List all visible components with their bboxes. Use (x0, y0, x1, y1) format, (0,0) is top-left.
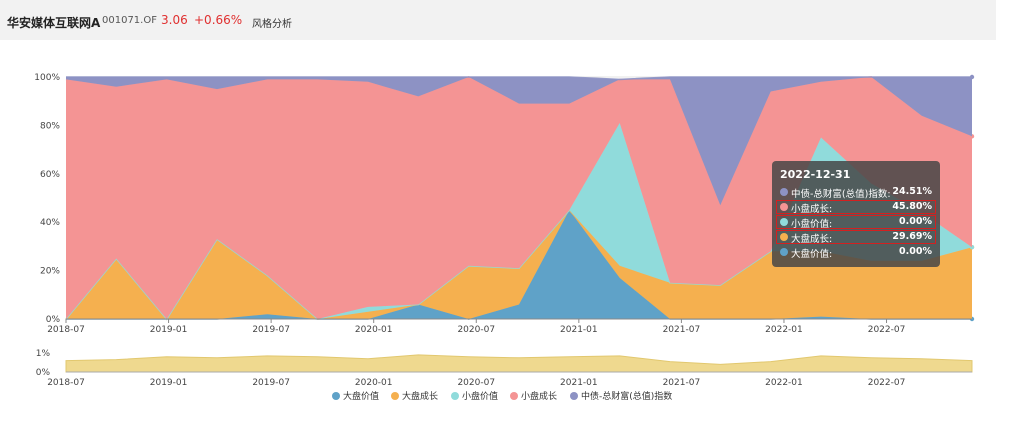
fund-change: +0.66% (194, 13, 243, 27)
y-tick-label: 20% (40, 267, 60, 277)
x-tick-label: 2022-07 (868, 325, 906, 335)
tooltip-series-name: 中债-总财富(总值)指数: (791, 189, 891, 200)
navigator-x-tick-label: 2022-01 (765, 378, 803, 388)
x-tick-label: 2021-07 (663, 325, 701, 335)
y-tick-label: 60% (40, 170, 60, 180)
tooltip-date: 2022-12-31 (780, 168, 851, 181)
navigator-x-tick-label: 2018-07 (47, 378, 85, 388)
navigator-x-tick-label: 2020-07 (457, 378, 495, 388)
area-大盘成长[interactable] (66, 210, 972, 319)
navigator-y-tick-label: 1% (36, 349, 51, 359)
legend-label[interactable]: 小盘价值 (462, 390, 498, 402)
fund-price: 3.06 (161, 13, 188, 27)
legend-label[interactable]: 大盘成长 (402, 390, 438, 402)
tooltip-marker (780, 203, 788, 211)
y-tick-label: 80% (40, 121, 60, 131)
y-tick-label: 100% (34, 73, 60, 83)
legend-marker[interactable] (391, 392, 399, 400)
line-中债-总财富(总值)指数 (66, 76, 972, 81)
tooltip-series-value: 45.80% (892, 201, 932, 212)
endpoint-中债-总财富(总值)指数 (969, 74, 975, 80)
tooltip-row: 中债-总财富(总值)指数: 24.51% (776, 185, 936, 200)
x-tick-label: 2018-07 (47, 325, 85, 335)
navigator-x-tick-label: 2022-07 (868, 378, 906, 388)
tooltip-row: 小盘价值: 0.00% (776, 215, 936, 230)
legend-label[interactable]: 小盘成长 (521, 390, 557, 402)
x-tick-label: 2019-07 (252, 325, 290, 335)
tooltip-series-value: 0.00% (899, 246, 932, 257)
navigator-x-tick-label: 2021-07 (663, 378, 701, 388)
tooltip-row: 大盘价值: 0.00% (776, 245, 936, 260)
legend-label[interactable]: 中债-总财富(总值)指数 (581, 390, 672, 402)
navigator-y-tick-label: 0% (36, 368, 51, 378)
tooltip-series-name: 大盘成长: (791, 234, 833, 245)
navigator-x-tick-label: 2019-01 (150, 378, 188, 388)
fund-code: 001071.OF (102, 15, 157, 26)
tooltip-series-name: 小盘价值: (791, 219, 833, 230)
legend-marker[interactable] (570, 392, 578, 400)
tooltip-series-value: 0.00% (899, 216, 932, 227)
legend-marker[interactable] (510, 392, 518, 400)
tooltip-series-value: 29.69% (892, 231, 932, 242)
tooltip-row: 大盘成长: 29.69% (776, 230, 936, 245)
tooltip-marker (780, 188, 788, 196)
tooltip-marker (780, 233, 788, 241)
tooltip-marker (780, 248, 788, 256)
fund-name: 华安媒体互联网A (7, 16, 101, 30)
navigator-x-tick-label: 2019-07 (252, 378, 290, 388)
legend-label[interactable]: 大盘价值 (343, 390, 379, 402)
legend: 大盘价值 大盘成长 小盘价值 小盘成长 中债-总财富(总值)指数 (332, 390, 672, 402)
y-tick-label: 40% (40, 218, 60, 228)
x-tick-label: 2019-01 (150, 325, 188, 335)
x-tick-label: 2020-01 (355, 325, 393, 335)
legend-marker[interactable] (451, 392, 459, 400)
y-tick-label: 0% (46, 315, 61, 325)
tooltip-row: 小盘成长: 45.80% (776, 200, 936, 215)
area-中债-总财富(总值)指数[interactable] (66, 77, 972, 206)
tooltip-series-value: 24.51% (892, 186, 932, 197)
x-tick-label: 2022-01 (765, 325, 803, 335)
tooltip-series-name: 小盘成长: (791, 204, 833, 215)
area-小盘成长[interactable] (66, 77, 972, 319)
navigator-area[interactable] (65, 354, 973, 373)
legend-marker[interactable] (332, 392, 340, 400)
x-tick-label: 2021-01 (560, 325, 598, 335)
x-tick-label: 2020-07 (457, 325, 495, 335)
navigator-x-tick-label: 2021-01 (560, 378, 598, 388)
style-analysis-tab[interactable]: 风格分析 (252, 19, 292, 30)
tooltip-marker (780, 218, 788, 226)
fund-header: 华安媒体互联网A 001071.OF 3.06 +0.66% 风格分析 (0, 0, 996, 40)
tooltip-series-name: 大盘价值: (791, 249, 833, 260)
chart-tooltip: 2022-12-31 中债-总财富(总值)指数: 24.51% 小盘成长: 45.80… (772, 161, 940, 267)
navigator-x-tick-label: 2020-01 (355, 378, 393, 388)
